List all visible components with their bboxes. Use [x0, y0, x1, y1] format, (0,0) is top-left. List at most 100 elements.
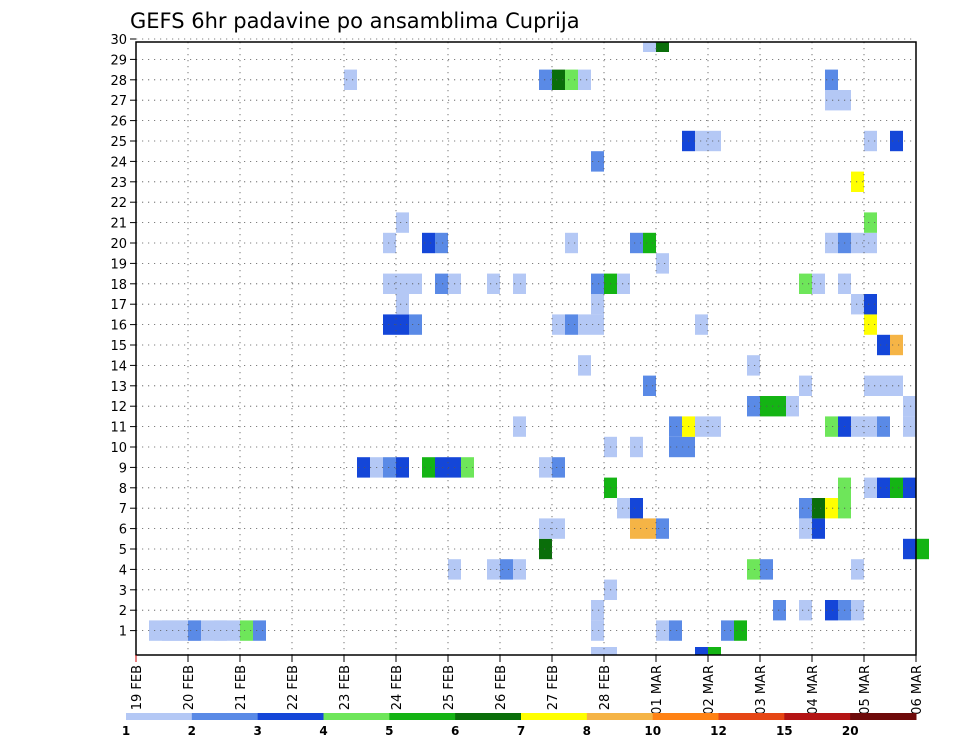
precip-cell [591, 151, 604, 172]
precip-cell [747, 355, 760, 376]
y-tick-label: 16 [110, 319, 127, 334]
precip-cell [851, 294, 864, 315]
y-tick-label: 22 [110, 196, 127, 211]
precip-cell [851, 171, 864, 192]
y-tick-label: 15 [110, 339, 127, 354]
precip-cell [786, 396, 799, 417]
precip-cell [617, 273, 630, 294]
colorbar-label: 10 [644, 724, 661, 738]
precip-cell [864, 477, 877, 498]
y-tick-label: 27 [110, 94, 127, 109]
colorbar-label: 5 [385, 724, 393, 738]
precip-cell [435, 232, 448, 254]
y-tick-label: 30 [110, 33, 127, 48]
y-tick-label: 29 [110, 53, 127, 68]
precip-cell [383, 273, 422, 294]
y-tick-label: 13 [110, 380, 127, 395]
precip-cell [656, 518, 669, 539]
precip-cell [734, 620, 747, 641]
y-tick-label: 2 [119, 604, 127, 619]
precip-cell [864, 212, 877, 233]
precip-cell [565, 69, 578, 90]
y-tick-label: 12 [110, 400, 127, 415]
precip-cell [513, 273, 526, 294]
x-tick-label: 06 MAR [910, 665, 925, 715]
precip-cell [851, 600, 864, 621]
precip-cell [188, 620, 201, 641]
precip-cell [591, 294, 604, 315]
precip-cell [630, 436, 643, 458]
colorbar-swatch [586, 713, 654, 720]
precip-cell [864, 375, 903, 396]
precip-cell [396, 457, 409, 478]
precip-cell [383, 232, 396, 254]
y-tick-label: 5 [119, 543, 127, 558]
y-tick-label: 24 [110, 155, 127, 170]
plot-frame [135, 41, 917, 656]
colorbar-swatch [718, 713, 785, 720]
x-tick-label: 20 FEB [182, 665, 197, 710]
precip-cell [903, 416, 916, 437]
colorbar-swatch [257, 713, 324, 720]
precip-cell [812, 273, 825, 294]
y-tick-label: 28 [110, 74, 127, 89]
colorbar-label: 6 [451, 724, 459, 738]
colorbar-swatch [323, 713, 390, 720]
precip-cell [500, 559, 513, 580]
precip-cell [630, 518, 656, 539]
precip-cell [669, 620, 682, 641]
precip-cell [773, 600, 786, 621]
colorbar-label: 12 [710, 724, 727, 738]
precip-cell [578, 314, 604, 335]
precip-cell [903, 396, 916, 417]
precip-cell [656, 620, 669, 641]
precip-cell [864, 314, 877, 335]
precip-cell [669, 416, 682, 437]
colorbar-swatch [191, 713, 259, 720]
y-tick-label: 7 [119, 502, 127, 517]
precip-cell [240, 620, 253, 641]
y-tick-label: 3 [119, 584, 127, 599]
precip-cell [864, 294, 877, 315]
precip-cell [565, 314, 578, 335]
precip-cell [552, 457, 565, 478]
precip-cell [799, 273, 812, 294]
precip-cell [630, 232, 643, 254]
precip-cell [825, 232, 838, 254]
precip-cell [578, 355, 591, 376]
x-tick-label: 03 MAR [754, 665, 769, 715]
y-tick-label: 20 [110, 237, 127, 252]
precip-cell [721, 620, 734, 641]
x-axis-ticks: 19 FEB 20 FEB 21 FEB 22 FEB 23 FEB 24 FEB 25 F… [130, 655, 925, 715]
precip-cell [565, 232, 578, 254]
y-tick-label: 26 [110, 115, 127, 130]
precip-cell [903, 538, 916, 560]
precip-cell [916, 538, 929, 560]
y-axis-ticks: 1234567891011121314151617181920212223242… [110, 33, 136, 640]
precip-cell [825, 69, 838, 90]
y-tick-label: 11 [110, 421, 127, 436]
precip-cell [591, 620, 604, 641]
precip-cell [877, 334, 890, 356]
x-tick-label: 02 MAR [702, 665, 717, 715]
colorbar-swatch [784, 713, 851, 720]
y-tick-label: 25 [110, 135, 127, 150]
precip-cell [539, 538, 552, 560]
x-tick-label: 04 MAR [806, 665, 821, 715]
y-tick-label: 6 [119, 523, 127, 538]
precip-cell [253, 620, 266, 641]
precip-cell [487, 559, 500, 580]
precip-cell [695, 130, 721, 152]
y-tick-label: 17 [110, 298, 127, 313]
x-tick-label: 24 FEB [390, 665, 405, 710]
y-tick-label: 9 [119, 461, 127, 476]
y-tick-label: 18 [110, 278, 127, 293]
precip-cell [539, 69, 552, 90]
x-tick-label: 05 MAR [858, 665, 873, 715]
precip-cell [656, 253, 669, 274]
chart-title: GEFS 6hr padavine po ansamblima Cuprija [130, 9, 580, 33]
precip-cell [825, 416, 838, 437]
x-tick-label: 22 FEB [286, 665, 301, 710]
precip-cell [643, 232, 656, 254]
colorbar-label: 1 [122, 724, 130, 738]
